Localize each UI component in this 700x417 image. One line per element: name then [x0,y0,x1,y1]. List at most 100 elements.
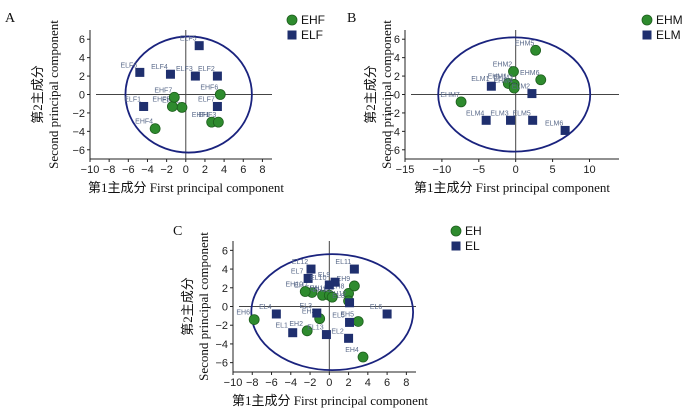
panel-c-x-tick-label: 6 [384,377,390,389]
panel-b: B−15 −10 −5 0 5 10−6−4−20246EHM1EHM2EHM3EHM4E… [347,11,683,195]
point-ehm3-label: EHM3 [493,74,513,81]
point-ehf3 [212,116,224,128]
panel-c-x-tick-label: −10 [224,377,243,389]
point-elf5-label: ELF5 [180,36,197,43]
panel-a-y-tick-label: 2 [79,71,85,83]
panel-a-x-tick-label: −8 [103,164,116,176]
panel-b-x-tick-label: −5 [473,164,486,176]
point-el8-label: EL8 [332,293,345,300]
point-elm5-label: ELM5 [513,110,531,117]
point-elm6 [560,125,570,135]
point-eh4 [357,351,369,363]
panel-b-letter: B [347,11,356,26]
panel-a-x-tick-label: −4 [141,164,154,176]
panel-a-x-tick-label: 4 [221,164,227,176]
point-eh7-label: EH7 [294,282,308,289]
point-eh13-label: EH13 [312,287,330,294]
legend-label-elm: ELM [656,28,681,42]
legend-marker-ehm [641,14,653,26]
point-eh9 [348,280,360,292]
point-ehf4 [149,123,161,134]
legend-label-ehf: EHF [301,13,325,27]
point-elm6-label: ELM6 [545,120,563,127]
panel-a-ellipse [124,35,253,154]
point-el5 [345,317,355,327]
point-el12 [306,264,316,274]
panel-c-y-tick-label: −6 [215,358,228,370]
panel-c-y-tick-label: 0 [222,302,228,314]
point-elf3-label: ELF3 [176,66,193,73]
panel-c-y-axis-title-cn: 第2主成分 [180,277,195,336]
point-ehf4-label: EHF4 [135,119,153,126]
panel-c-y-tick-label: 6 [222,245,228,257]
point-el4-label: EL4 [259,304,272,311]
panel-a-y-tick-label: −4 [72,126,85,138]
panel-a-x-tick-label: 0 [183,164,189,176]
point-el4 [271,309,281,319]
panel-b-y-tick-label: −4 [387,126,400,138]
point-el3 [312,308,322,318]
panel-a-y-tick-label: −6 [72,145,85,157]
point-eh13 [326,291,338,303]
point-eh10 [299,286,311,297]
point-el10-label: EL10 [310,275,326,282]
point-elf3 [190,71,200,81]
panel-b-x-axis-title: 第1主成分 First principal component [414,180,610,195]
point-elm1-label: ELM1 [471,76,489,83]
point-elm1 [486,81,496,91]
legend-label-elf: ELF [301,28,323,42]
panel-b-y-axis-title-cn: 第2主成分 [363,65,378,124]
panel-c: C−10−8−6−4−202468−6−4−20246EH1EH2EH3EH4E… [173,224,482,408]
point-el7 [303,273,313,283]
point-elm5 [528,115,538,125]
panel-b-y-tick-label: 0 [394,90,400,102]
point-elm4 [481,115,491,125]
legend-marker-eh [450,225,462,237]
panel-c-y-axis-title-en: Second principal component [196,232,211,381]
point-ehf1-label: EHF1 [192,112,210,119]
point-eh5 [352,316,364,327]
panel-b-x-tick-label: −15 [396,164,415,176]
panel-a-y-axis-title-en: Second principal component [46,20,61,169]
panel-b-y-tick-label: −6 [387,145,400,157]
point-el1-label: EL1 [275,323,288,330]
panel-b-y-axis-title-en: Second principal component [379,20,394,169]
panel-c-ellipse [250,253,415,372]
point-eh6-label: EH6 [236,310,250,317]
point-ehm2-label: EHM2 [493,61,513,68]
point-el3-label: EL3 [300,303,313,310]
panel-b-x-tick-label: 5 [550,164,556,176]
point-ehm2 [508,66,519,77]
point-eh2-label: EH2 [289,321,303,328]
panel-b-x-tick-label: −10 [433,164,452,176]
point-eh8-label: EH8 [331,283,345,290]
point-el7-label: EL7 [291,268,304,275]
panel-a-x-axis-title: 第1主成分 First principal component [88,180,284,195]
point-eh5-label: EH5 [340,311,354,318]
panel-a-x-tick-label: −2 [160,164,173,176]
panel-a: A−10−8−6−4−202468−6−4−20246EHF1EHF2EHF3E… [5,11,325,195]
legend-marker-elm [642,30,652,40]
point-el8 [345,298,355,308]
point-elm3-label: ELM3 [490,110,508,117]
point-eh4-label: EH4 [345,347,359,354]
panel-a-y-tick-label: 0 [79,90,85,102]
point-elf6-label: ELF6 [120,62,137,69]
point-el11 [349,264,359,274]
point-ehf5-label: EHF5 [152,96,170,103]
point-elm2-label: ELM2 [512,84,530,91]
point-elf4-label: ELF4 [151,64,168,71]
point-eh12-label: EH12 [329,291,347,298]
point-elf1 [139,101,149,111]
panel-b-y-tick-label: −2 [387,108,400,120]
point-elf6 [135,67,145,77]
panel-c-x-tick-label: −2 [304,377,317,389]
point-el9 [330,277,340,287]
point-ehm5 [530,44,542,56]
panel-b-y-tick-label: 2 [394,71,400,83]
point-elf5 [194,41,204,51]
point-el2 [344,333,354,343]
point-elm3 [506,115,516,125]
point-ehf7-label: EHF7 [154,87,172,94]
